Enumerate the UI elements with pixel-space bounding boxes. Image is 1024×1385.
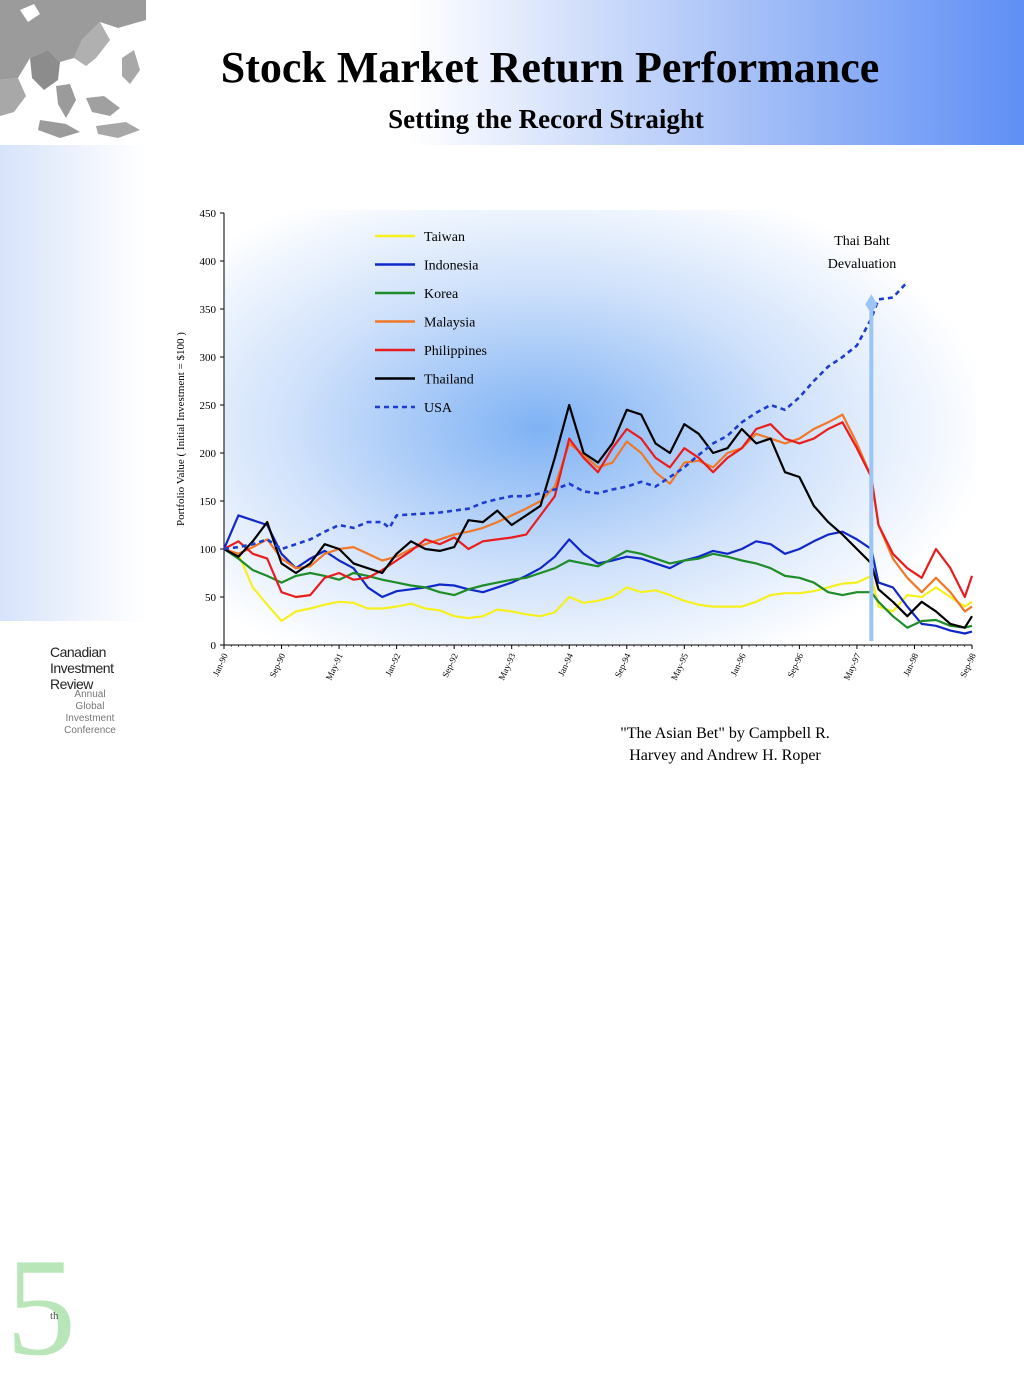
citation-text: "The Asian Bet" by Campbell R. Harvey an… xyxy=(580,723,870,767)
logo-ordinal: th xyxy=(50,1310,59,1322)
y-tick-label-400: 400 xyxy=(200,256,217,268)
asia-map-graphic xyxy=(0,0,146,145)
logo-line-global: Global xyxy=(75,701,105,712)
x-tick-label-Sep-92: Sep-92 xyxy=(440,652,460,679)
y-tick-label-200: 200 xyxy=(200,448,217,460)
x-tick-label-Jan-96: Jan-96 xyxy=(728,651,747,677)
x-tick-label-May-93: May-93 xyxy=(496,651,517,682)
citation-line-2: Harvey and Andrew H. Roper xyxy=(629,747,821,764)
annotation-line-1: Thai Baht xyxy=(834,234,890,249)
series-line-malaysia xyxy=(223,413,973,613)
y-tick-label-50: 50 xyxy=(205,592,217,604)
y-axis-label: Portfolio Value ( Initial Investment = $… xyxy=(175,332,187,526)
legend-label-taiwan: Taiwan xyxy=(424,230,465,245)
slide-header xyxy=(0,0,1024,145)
x-tick-label-Sep-98: Sep-98 xyxy=(958,651,978,679)
x-tick-label-May-91: May-91 xyxy=(324,652,345,682)
x-tick-label-May-97: May-97 xyxy=(842,651,863,682)
legend-label-philippines: Philippines xyxy=(424,344,487,359)
y-tick-label-250: 250 xyxy=(200,400,217,412)
x-tick-label-Sep-94: Sep-94 xyxy=(613,651,633,679)
devaluation-marker-diamond xyxy=(865,294,878,315)
asia-map-image xyxy=(0,0,146,145)
logo-line-canadian: Canadian xyxy=(50,644,106,660)
logo-line-conference: Conference xyxy=(64,725,116,736)
series-line-taiwan xyxy=(223,547,973,623)
y-tick-label-100: 100 xyxy=(200,544,217,556)
y-tick-label-450: 450 xyxy=(200,208,217,220)
annotation-line-2: Devaluation xyxy=(828,257,896,272)
x-tick-label-Sep-96: Sep-96 xyxy=(785,651,805,679)
citation-line-1: "The Asian Bet" by Campbell R. xyxy=(620,725,830,742)
y-tick-label-150: 150 xyxy=(200,496,217,508)
legend-label-thailand: Thailand xyxy=(424,373,474,388)
x-tick-label-Jan-90: Jan-90 xyxy=(211,651,230,677)
series-line-thailand xyxy=(223,403,973,629)
x-tick-label-Sep-90: Sep-90 xyxy=(268,651,288,679)
x-tick-label-Jan-92: Jan-92 xyxy=(383,652,402,678)
legend-label-usa: USA xyxy=(424,401,453,416)
legend-label-indonesia: Indonesia xyxy=(424,259,479,274)
series-line-korea xyxy=(223,548,973,629)
logo-numeral: 5 xyxy=(6,1230,76,1385)
logo-line-annual: Annual xyxy=(74,689,106,700)
stock-return-line-chart: 0 50 100 150 200 250 300 350 400 450 Jan-90 Sep-90 M… xyxy=(175,208,978,682)
x-tick-label-Jan-98: Jan-98 xyxy=(901,651,920,677)
logo-line-investment-review: Investment Review xyxy=(50,660,114,692)
plot-background xyxy=(224,210,976,646)
y-tick-label-0: 0 xyxy=(211,640,217,652)
series-line-usa xyxy=(223,281,909,551)
y-tick-label-350: 350 xyxy=(200,304,217,316)
logo-line-investment: Investment xyxy=(65,713,115,724)
slide-title: Stock Market Return Performance xyxy=(220,43,880,92)
x-tick-label-Jan-94: Jan-94 xyxy=(556,651,575,677)
slide-subtitle: Setting the Record Straight xyxy=(388,104,704,134)
legend-label-korea: Korea xyxy=(424,287,459,302)
x-tick-label-May-95: May-95 xyxy=(669,651,690,682)
series-line-philippines xyxy=(223,421,974,599)
legend-label-malaysia: Malaysia xyxy=(424,316,476,331)
left-sidebar-gradient xyxy=(0,145,146,621)
y-tick-label-300: 300 xyxy=(200,352,217,364)
